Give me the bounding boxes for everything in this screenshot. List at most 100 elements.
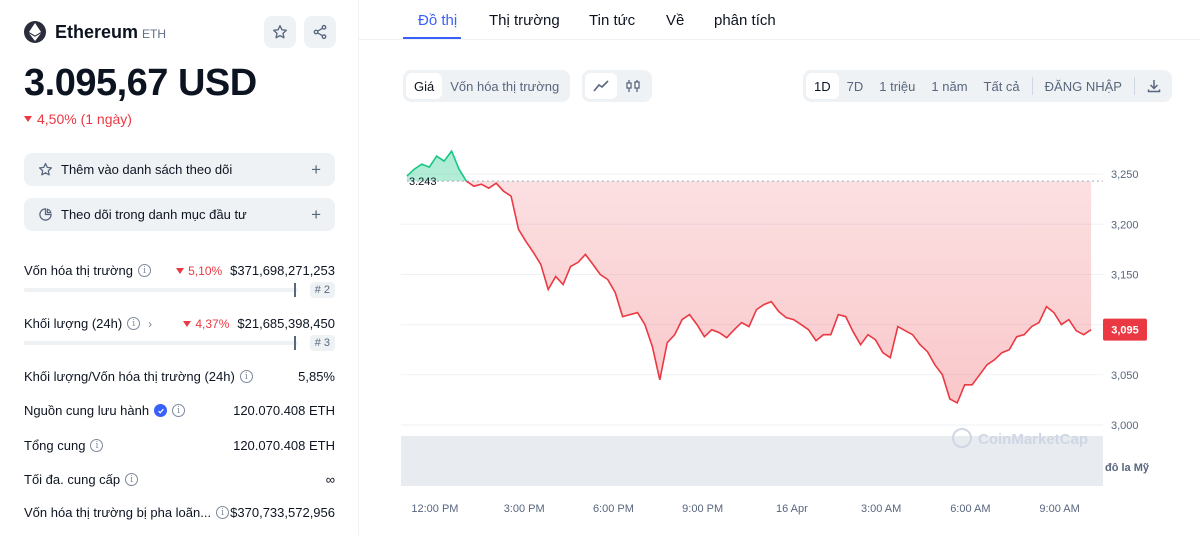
tab-analysis[interactable]: phân tích — [714, 12, 776, 29]
share-button[interactable] — [304, 16, 336, 48]
rank-badge: # 3 — [309, 335, 335, 351]
star-icon — [38, 162, 53, 176]
caret-down-icon — [24, 116, 32, 122]
market-cap-option[interactable]: Vốn hóa thị trường — [450, 78, 560, 94]
coin-price: 3.095,67 USD — [24, 62, 257, 104]
market-cap-rank-bar: # 2 — [24, 282, 335, 298]
info-icon[interactable]: i — [125, 473, 139, 486]
tab-markets[interactable]: Thị trường — [489, 12, 560, 29]
tab-news[interactable]: Tin tức — [589, 12, 636, 29]
favorite-button[interactable] — [264, 16, 296, 48]
y-axis-unit: đô la Mỹ — [1105, 462, 1150, 474]
range-1d[interactable]: 1D — [806, 73, 839, 99]
price-chart[interactable]: 3.2433,0003,0503,1003,1503,2003,2503,095… — [401, 130, 1191, 530]
line-chart-icon — [593, 80, 609, 92]
info-icon[interactable]: i — [138, 264, 152, 277]
star-icon — [273, 25, 287, 39]
rank-bar-track — [24, 283, 298, 297]
candlestick-button[interactable] — [617, 73, 649, 99]
info-icon[interactable]: i — [216, 506, 230, 519]
range-1m[interactable]: 1 triệu — [879, 78, 916, 94]
watermark: CoinMarketCap — [978, 431, 1088, 448]
stat-market-cap: Vốn hóa thị trường i 5,10% $371,698,271,2… — [24, 263, 335, 278]
info-icon[interactable]: i — [172, 404, 186, 417]
stat-volume: Khối lượng (24h) i › 4,37% $21,685,398,450 — [24, 316, 335, 331]
coin-name: Ethereum — [55, 21, 139, 42]
rank-bar-fill — [24, 341, 296, 345]
stat-label: Tổng cung i — [24, 438, 104, 453]
price-change-value: 4,50% (1 ngày) — [37, 111, 132, 127]
info-icon[interactable]: i — [90, 439, 104, 452]
watermark-logo-icon — [952, 428, 972, 448]
stat-value: 120.070.408 ETH — [233, 438, 335, 453]
stat-value: 5,85% — [298, 369, 335, 384]
rank-bar-marker — [294, 336, 297, 350]
stat-label: Vốn hóa thị trường i — [24, 263, 152, 278]
price-chart-svg: 3.2433,0003,0503,1003,1503,2003,2503,095… — [401, 149, 1150, 515]
toolbar-divider — [1031, 77, 1033, 95]
caret-down-icon — [176, 267, 185, 274]
stat-label: Khối lượng (24h) i › — [24, 316, 153, 331]
current-price-label: 3,095 — [1111, 325, 1139, 337]
x-tick-label: 16 Apr — [776, 503, 808, 515]
y-tick-label: 3,000 — [1111, 420, 1139, 432]
toolbar-divider — [1133, 77, 1135, 95]
verified-icon — [154, 404, 168, 417]
stat-max-supply: Tối đa. cung cấp i ∞ — [24, 472, 335, 487]
y-tick-label: 3,150 — [1111, 269, 1139, 281]
range-7d[interactable]: 7D — [846, 78, 864, 94]
login-button[interactable]: ĐĂNG NHẬP — [1044, 78, 1122, 94]
stat-value: ∞ — [325, 472, 335, 487]
y-tick-label: 3,050 — [1111, 370, 1139, 382]
price-change: 4,50% (1 ngày) — [24, 111, 132, 127]
info-icon[interactable]: i — [239, 370, 253, 383]
active-tab-indicator — [403, 37, 461, 39]
chart-style-toggle — [582, 70, 652, 102]
stat-label: Khối lượng/Vốn hóa thị trường (24h) i — [24, 369, 253, 384]
stat-value: $21,685,398,450 — [237, 316, 335, 331]
stat-value: $370,733,572,956 — [230, 505, 335, 520]
plus-icon: + — [311, 159, 321, 179]
stat-circulating-supply: Nguồn cung lưu hành i 120.070.408 ETH — [24, 403, 335, 418]
y-tick-label: 3,200 — [1111, 219, 1139, 231]
stat-change: 4,37% — [183, 317, 229, 331]
candlestick-icon — [626, 80, 640, 92]
x-tick-label: 12:00 PM — [411, 503, 458, 515]
info-icon[interactable]: i — [127, 317, 141, 330]
ethereum-logo-icon — [24, 21, 46, 43]
coin-header: Ethereum ETH — [24, 16, 336, 48]
range-toolbar: 1D 7D 1 triệu 1 năm Tất cả ĐĂNG NHẬP — [803, 70, 1172, 102]
price-option[interactable]: Giá — [406, 73, 443, 99]
price-area-up — [406, 151, 467, 182]
chart-panel: Đồ thị Thị trường Tin tức Về phân tích G… — [358, 0, 1200, 535]
chevron-right-icon[interactable]: › — [148, 316, 153, 331]
coin-info-panel: Ethereum ETH 3.095,67 USD 4,50% (1 ngày)… — [0, 0, 358, 535]
volume-area — [401, 436, 1103, 486]
rank-bar-track — [24, 336, 298, 350]
x-tick-label: 3:00 AM — [861, 503, 901, 515]
plus-icon: + — [311, 204, 321, 224]
rank-bar-marker — [294, 283, 297, 297]
stat-fully-diluted: Vốn hóa thị trường bị pha loãn... i $370,… — [24, 505, 335, 520]
range-1y[interactable]: 1 năm — [931, 78, 968, 94]
rank-bar-fill — [24, 288, 296, 292]
x-tick-label: 9:00 AM — [1039, 503, 1079, 515]
x-tick-label: 6:00 PM — [593, 503, 634, 515]
add-to-watchlist-button[interactable]: Thêm vào danh sách theo dõi + — [24, 153, 335, 186]
download-button[interactable] — [1139, 73, 1169, 99]
price-area-down — [406, 181, 1092, 403]
stat-label: Tối đa. cung cấp i — [24, 472, 139, 487]
y-tick-label: 3,250 — [1111, 169, 1139, 181]
tab-about[interactable]: Về — [666, 12, 685, 29]
track-portfolio-button[interactable]: Theo dõi trong danh mục đầu tư + — [24, 198, 335, 231]
stat-total-supply: Tổng cung i 120.070.408 ETH — [24, 438, 335, 453]
portfolio-label: Theo dõi trong danh mục đầu tư — [61, 207, 247, 222]
tab-chart[interactable]: Đồ thị — [418, 12, 458, 29]
range-all[interactable]: Tất cả — [983, 78, 1020, 94]
reference-label: 3.243 — [409, 176, 437, 188]
line-chart-button[interactable] — [585, 73, 617, 99]
stat-label: Nguồn cung lưu hành i — [24, 403, 186, 418]
volume-rank-bar: # 3 — [24, 335, 335, 351]
caret-down-icon — [183, 320, 192, 327]
stat-label: Vốn hóa thị trường bị pha loãn... i — [24, 505, 230, 520]
